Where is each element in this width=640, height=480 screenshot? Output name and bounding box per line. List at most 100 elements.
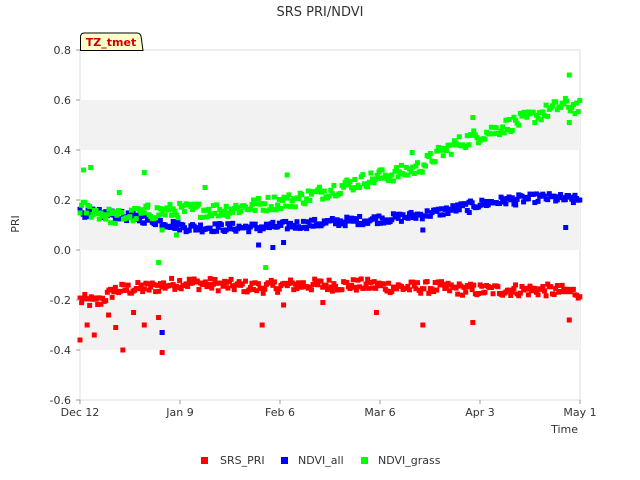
data-point	[83, 214, 89, 220]
data-point	[482, 289, 488, 295]
data-point-outlier	[470, 115, 476, 120]
data-point	[453, 208, 459, 214]
data-point	[381, 175, 387, 181]
data-point	[403, 164, 409, 170]
data-point	[498, 128, 504, 134]
data-point	[230, 209, 236, 215]
data-point	[574, 292, 580, 298]
data-point	[408, 209, 414, 215]
x-tick-label: Feb 6	[265, 406, 295, 419]
data-point	[463, 201, 469, 207]
data-point	[177, 277, 183, 283]
data-point	[572, 192, 578, 198]
data-point	[386, 178, 392, 184]
data-point	[79, 300, 85, 306]
data-point	[255, 195, 261, 201]
data-point	[448, 151, 454, 157]
data-point	[98, 301, 104, 307]
data-point-outlier	[202, 185, 208, 190]
data-point	[296, 280, 302, 286]
data-point	[255, 281, 261, 287]
data-point	[402, 172, 408, 178]
data-point	[455, 291, 461, 297]
data-point	[466, 284, 472, 290]
data-point	[262, 286, 268, 292]
data-point	[398, 218, 404, 224]
x-tick-label: Mar 6	[364, 406, 395, 419]
data-point	[136, 208, 142, 214]
data-point	[548, 284, 554, 290]
data-points	[77, 72, 583, 355]
data-point	[194, 278, 200, 284]
data-point	[394, 286, 400, 292]
data-point	[413, 215, 419, 221]
data-point	[390, 211, 396, 217]
data-point	[469, 200, 475, 206]
data-point	[101, 213, 107, 219]
data-point	[141, 220, 147, 226]
data-point	[463, 144, 469, 150]
data-point	[390, 178, 396, 184]
data-point	[96, 295, 102, 301]
data-point	[413, 163, 419, 169]
data-point	[181, 208, 187, 214]
data-point	[124, 287, 130, 293]
data-point	[392, 214, 398, 220]
data-point	[373, 285, 379, 291]
data-point	[405, 283, 411, 289]
legend-label-srs-pri: SRS_PRI	[220, 454, 265, 467]
data-point	[432, 280, 438, 286]
data-point	[570, 286, 576, 292]
grid-band	[80, 300, 580, 350]
data-point	[185, 283, 191, 289]
data-point	[305, 219, 311, 225]
data-point	[413, 286, 419, 292]
data-point	[263, 208, 269, 214]
data-point	[173, 222, 179, 228]
data-point	[482, 136, 488, 142]
data-point-outlier	[145, 202, 151, 208]
data-point	[535, 115, 541, 121]
data-point	[429, 286, 435, 292]
y-tick-label: -0.2	[50, 294, 71, 307]
data-point	[500, 124, 506, 130]
data-point	[228, 206, 234, 212]
data-point	[353, 287, 359, 293]
data-point	[496, 200, 502, 206]
data-point	[545, 113, 551, 119]
data-point	[111, 289, 117, 295]
data-point	[437, 212, 443, 218]
data-point	[397, 169, 403, 175]
data-point-outlier	[281, 302, 287, 308]
data-point	[243, 278, 249, 284]
data-point	[355, 222, 361, 228]
y-tick-label: 0.8	[54, 44, 72, 57]
data-point	[284, 195, 290, 201]
data-point	[262, 224, 268, 230]
data-point	[439, 206, 445, 212]
data-point	[255, 225, 261, 231]
data-point	[434, 148, 440, 154]
data-point	[239, 281, 245, 287]
data-point	[389, 217, 395, 223]
data-point	[445, 280, 451, 286]
data-point	[447, 142, 453, 148]
data-point	[326, 277, 332, 283]
data-point	[350, 187, 356, 193]
data-point	[310, 223, 316, 229]
data-point	[77, 295, 83, 301]
data-point	[294, 286, 300, 292]
data-point	[307, 197, 313, 203]
data-point	[461, 284, 467, 290]
data-point	[111, 209, 117, 215]
data-point	[251, 287, 257, 293]
data-point	[316, 184, 322, 190]
data-point	[410, 164, 416, 170]
data-point	[138, 214, 144, 220]
data-point	[241, 289, 247, 295]
data-point	[541, 193, 547, 199]
data-point	[357, 284, 363, 290]
data-point	[537, 109, 543, 115]
data-point	[90, 212, 96, 218]
data-point	[550, 103, 555, 109]
